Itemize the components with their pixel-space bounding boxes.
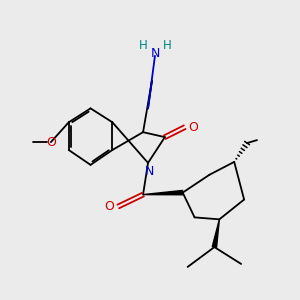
Text: N: N — [150, 47, 160, 60]
Polygon shape — [143, 190, 183, 195]
Text: O: O — [104, 200, 114, 213]
Text: H: H — [163, 40, 171, 52]
Text: O: O — [46, 136, 56, 148]
Text: H: H — [139, 40, 147, 52]
Polygon shape — [212, 219, 219, 247]
Text: N: N — [144, 165, 154, 178]
Text: O: O — [189, 121, 199, 134]
